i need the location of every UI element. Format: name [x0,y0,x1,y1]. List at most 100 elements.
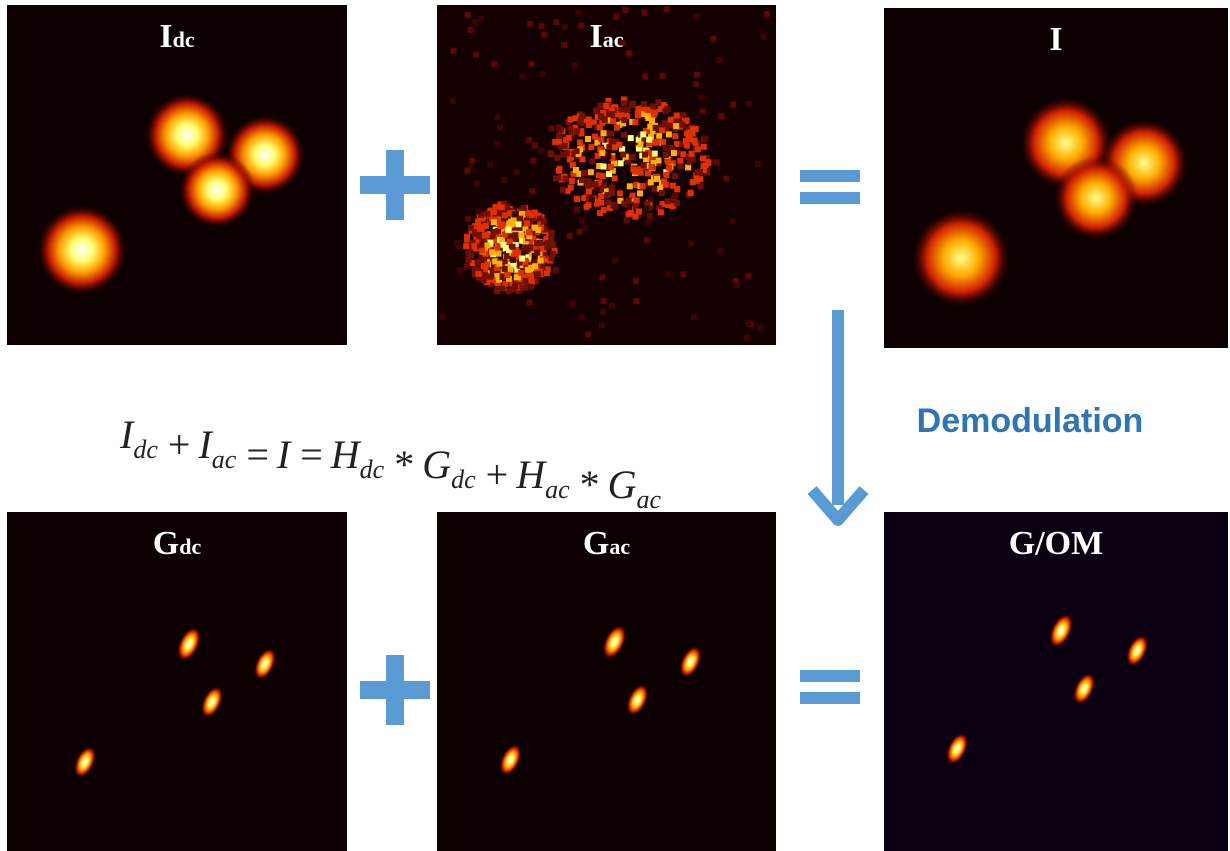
noise-pixel [605,153,611,159]
noise-pixel [648,196,654,202]
equals-sign [800,670,860,682]
noise-pixel [538,258,544,264]
noise-pixel [482,233,488,239]
noise-pixel [514,169,520,175]
noise-pixel [601,164,607,170]
noise-pixel [694,72,700,78]
noise-pixel [526,229,532,235]
noise-pixel [680,151,686,157]
noise-pixel [510,244,516,250]
noise-pixel [589,158,595,164]
noise-pixel [678,164,684,170]
equation: Idc+Iac=I=Hdc*Gdc+Hac*Gac [119,412,662,514]
noise-pixel [730,218,736,224]
noise-pixel [576,229,582,235]
label-subscript: dc [173,27,195,52]
noise-pixel [499,204,505,210]
noise-pixel [524,247,530,253]
noise-pixel [553,267,559,273]
noise-pixel [705,160,711,166]
noise-pixel [636,209,642,215]
noise-pixel [603,103,609,109]
image-panel: I [884,8,1228,348]
noise-pixel [655,99,661,105]
noise-pixel [645,170,651,176]
noise-pixel [613,14,619,20]
noise-pixel [630,154,636,160]
noise-pixel [685,164,691,170]
noise-pixel [530,158,536,164]
label-main: I [159,18,172,55]
noise-pixel [534,240,540,246]
noise-pixel [477,226,483,232]
noise-pixel [620,152,626,158]
noise-pixel [464,264,470,270]
noise-pixel [601,298,607,304]
noise-pixel [553,175,559,181]
noise-pixel [616,142,622,148]
noise-pixel [610,118,616,124]
noise-pixel [672,193,678,199]
noise-pixel [646,137,652,143]
equals-sign [800,170,860,182]
noise-pixel [494,288,500,294]
noise-pixel [527,300,533,306]
noise-pixel [518,232,524,238]
noise-pixel [463,243,469,249]
noise-pixel [548,150,554,156]
noise-pixel [585,332,591,338]
noise-pixel [652,186,658,192]
noise-pixel [660,73,666,79]
blob [179,152,255,228]
noise-pixel [680,122,686,128]
noise-pixel [487,162,493,168]
noise-pixel [476,209,482,215]
noise-pixel [504,272,510,278]
noise-pixel [744,335,750,341]
noise-pixel [556,125,562,131]
noise-pixel [606,171,612,177]
noise-pixel [582,225,588,231]
noise-pixel [665,198,671,204]
noise-pixel [519,256,525,262]
noise-pixel [627,183,633,189]
noise-pixel [491,209,497,215]
noise-pixel [746,273,752,279]
noise-pixel [585,136,591,142]
noise-pixel [672,133,678,139]
noise-pixel [534,250,540,256]
arrow [812,310,864,520]
noise-pixel [454,240,460,246]
noise-pixel [642,73,648,79]
noise-pixel [483,223,489,229]
noise-pixel [655,158,661,164]
blob [37,205,127,295]
noise-pixel [632,169,638,175]
noise-pixel [626,204,632,210]
image-panel: Gac [437,512,776,851]
noise-pixel [473,19,479,25]
noise-pixel [450,98,456,104]
noise-pixel [617,190,623,196]
noise-pixel [549,126,555,132]
noise-pixel [494,141,500,147]
noise-pixel [652,151,658,157]
equation-symbol: I [276,432,292,477]
noise-pixel [745,320,751,326]
noise-pixel [644,237,650,243]
noise-pixel [665,271,671,277]
noise-pixel [641,10,647,16]
panel-label: G/OM [1009,525,1103,562]
noise-pixel [640,183,646,189]
noise-pixel [468,163,474,169]
noise-pixel [626,50,632,56]
noise-pixel [598,193,604,199]
noise-pixel [495,114,501,120]
noise-pixel [609,303,615,309]
noise-pixel [592,134,598,140]
plus-sign [386,150,404,220]
noise-pixel [532,142,538,148]
noise-pixel [539,71,545,77]
noise-pixel [516,221,522,227]
noise-pixel [475,271,481,277]
